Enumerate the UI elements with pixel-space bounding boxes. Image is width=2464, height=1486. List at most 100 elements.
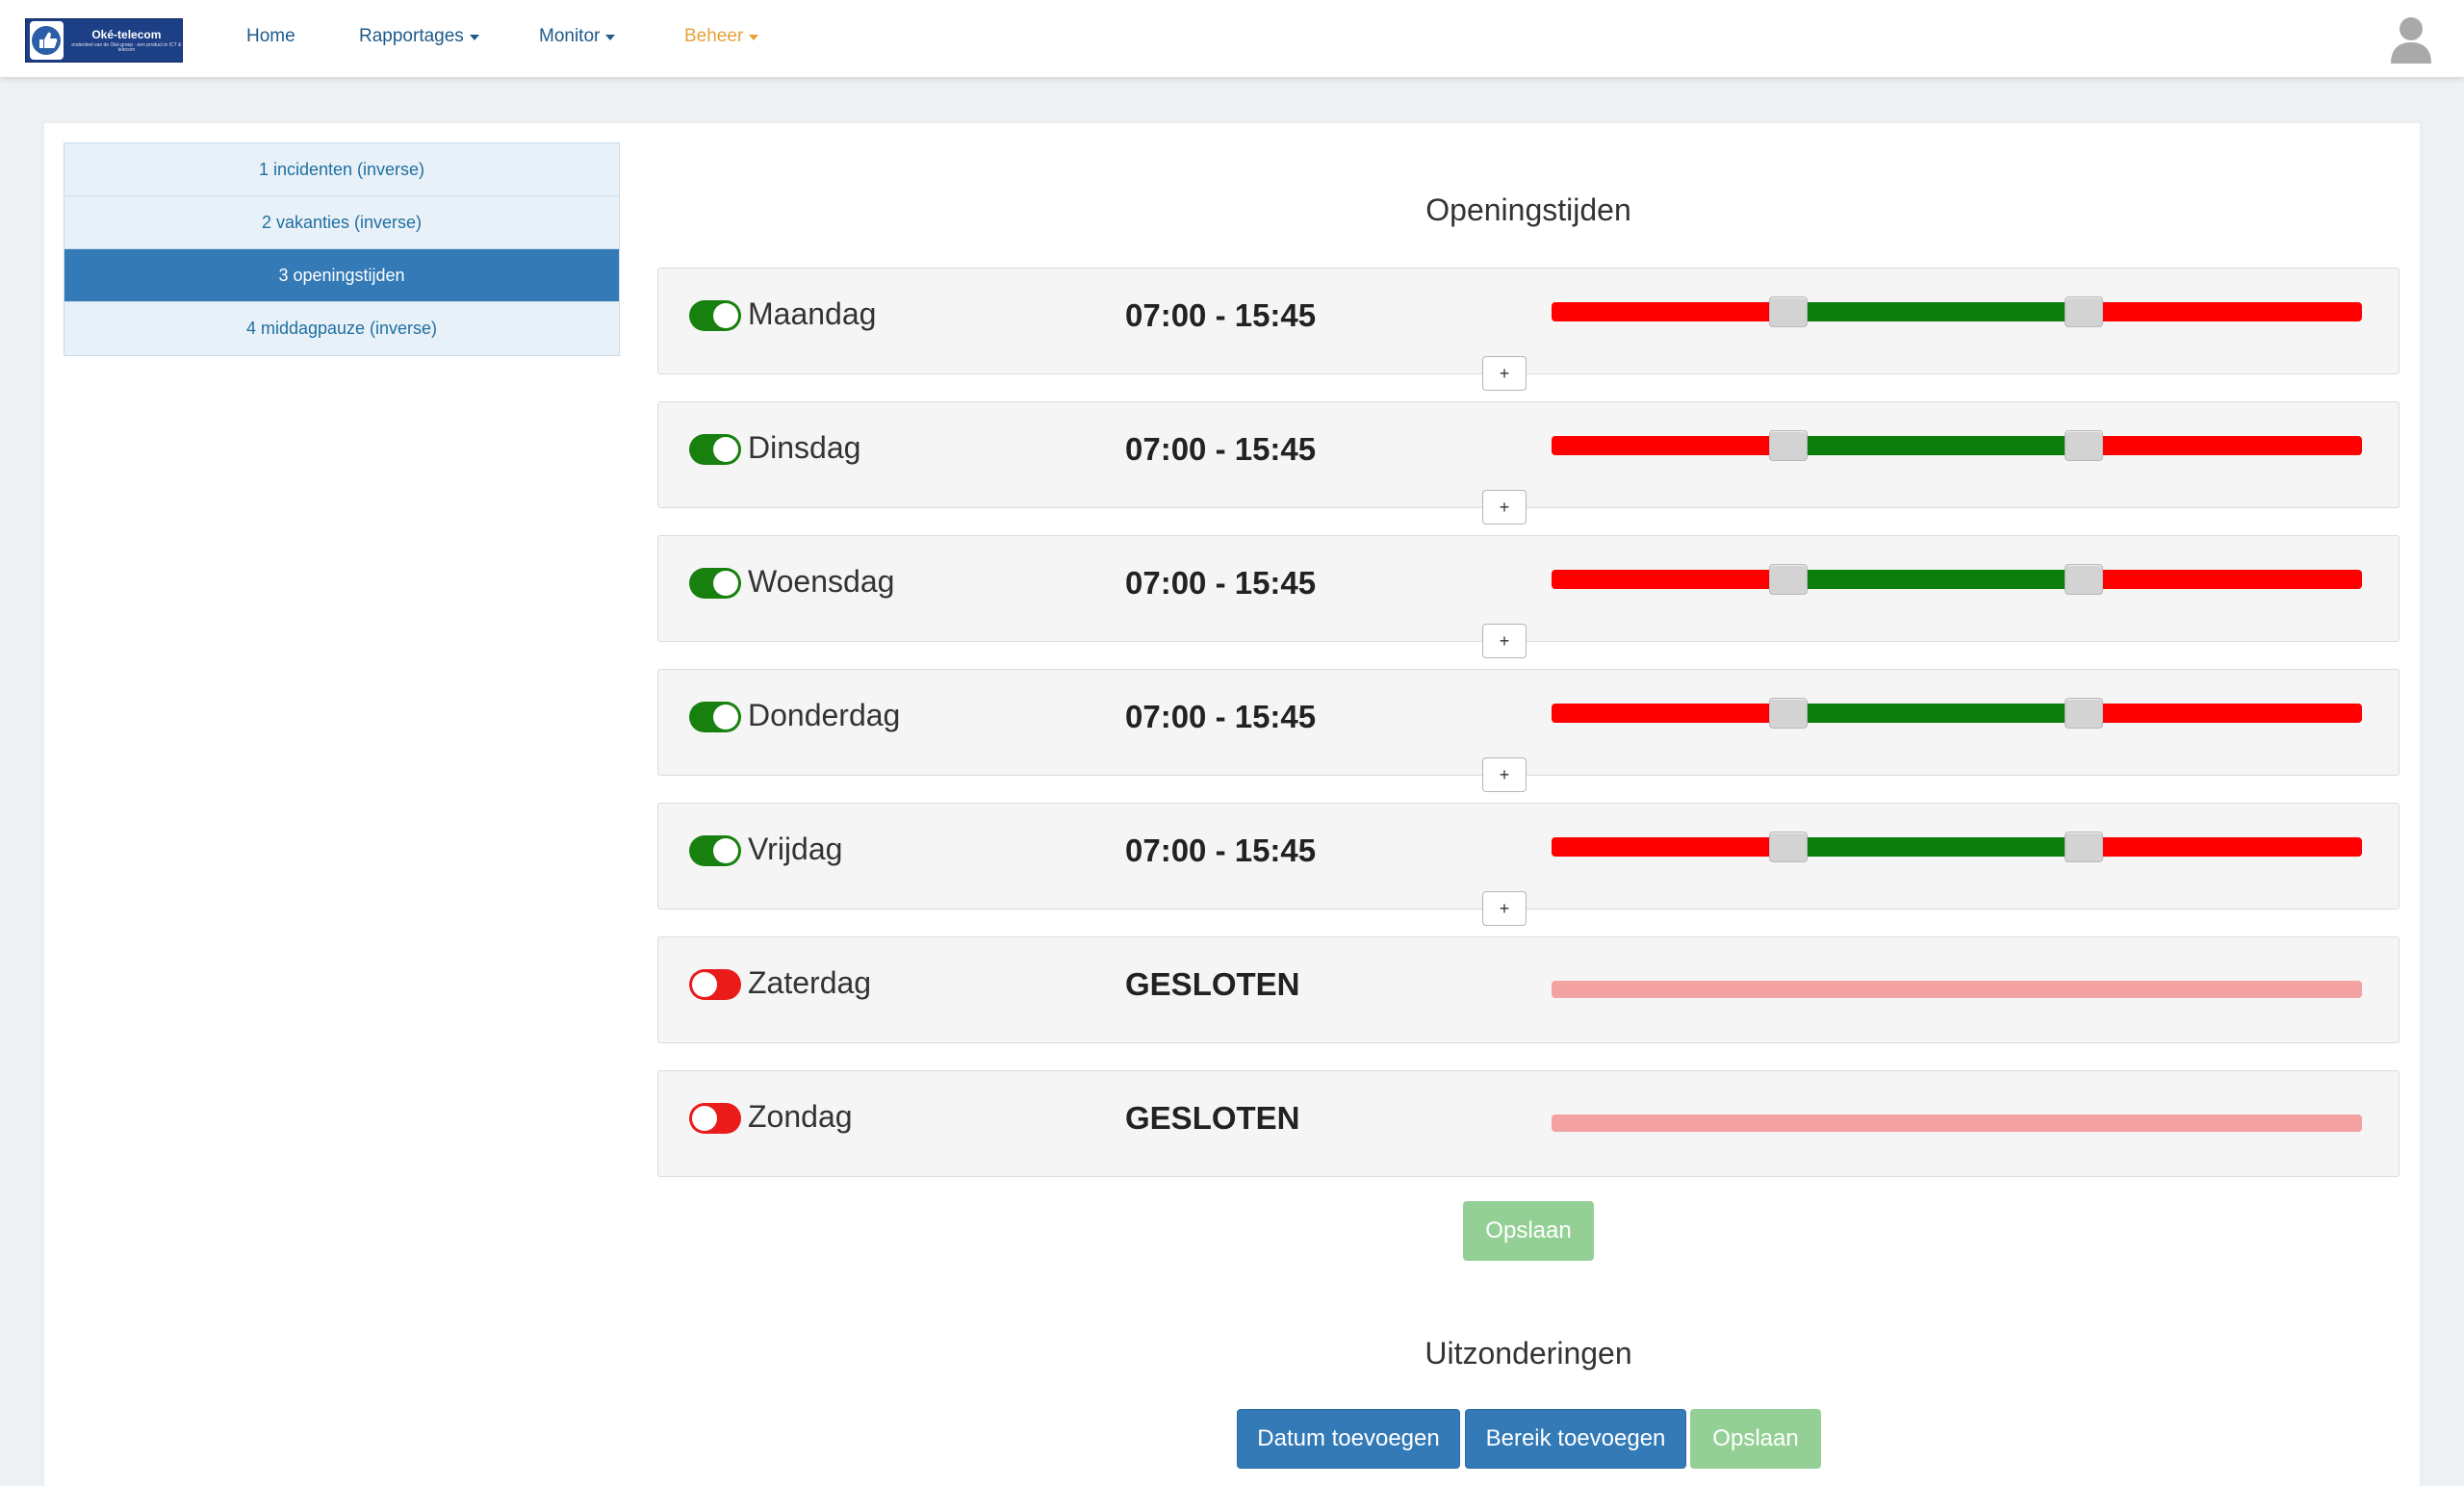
add-time-range-button[interactable]: + (1482, 490, 1527, 525)
add-time-range-button[interactable]: + (1482, 624, 1527, 658)
day-name: Zondag (748, 1099, 853, 1134)
slider-end-handle[interactable] (2064, 564, 2103, 595)
slider-end-handle[interactable] (2064, 430, 2103, 461)
day-name: Woensdag (748, 564, 895, 599)
hours-range-slider[interactable] (1552, 430, 2362, 461)
nav-monitor[interactable]: Monitor (539, 26, 616, 47)
add-range-button[interactable]: Bereik toevoegen (1465, 1409, 1686, 1469)
caret-down-icon (469, 35, 479, 40)
menu-item-incidenten[interactable]: 1 incidenten (inverse) (64, 143, 619, 196)
menu-item-vakanties[interactable]: 2 vakanties (inverse) (64, 196, 619, 249)
top-navbar: Oké-telecom onderdeel van de Oké-groep ·… (0, 0, 2464, 77)
day-row: Vrijdag 07:00 - 15:45 (657, 803, 2400, 910)
user-avatar-icon[interactable] (2389, 15, 2433, 64)
toggle-knob (713, 437, 738, 462)
day-row: Woensdag 07:00 - 15:45 (657, 535, 2400, 642)
nav-monitor-label: Monitor (539, 26, 601, 46)
toggle-knob (692, 972, 717, 997)
day-toggle[interactable] (689, 300, 741, 331)
day-hours: 07:00 - 15:45 (1125, 699, 1317, 734)
menu-item-label: 4 middagpauze (inverse) (245, 319, 438, 338)
hours-range-slider[interactable] (1552, 564, 2362, 595)
slider-closed-segment (2083, 837, 2362, 857)
side-menu: 1 incidenten (inverse) 2 vakanties (inve… (64, 142, 620, 356)
toggle-knob (692, 1106, 717, 1131)
caret-down-icon (749, 35, 759, 40)
hours-range-slider[interactable] (1552, 698, 2362, 729)
add-time-range-button[interactable]: + (1482, 356, 1527, 391)
exceptions-title: Uitzonderingen (1424, 1336, 1632, 1371)
slider-open-segment (1787, 704, 2084, 723)
add-time-range-button[interactable]: + (1482, 891, 1527, 926)
brand-subtitle: onderdeel van de Oké-groep · een product… (71, 41, 182, 53)
hours-range-slider[interactable] (1552, 1114, 2362, 1132)
slider-start-handle[interactable] (1768, 430, 1808, 461)
slider-end-handle[interactable] (2064, 296, 2103, 327)
slider-end-handle[interactable] (2064, 698, 2103, 729)
brand-logo[interactable]: Oké-telecom onderdeel van de Oké-groep ·… (25, 18, 183, 63)
slider-closed-segment (2083, 570, 2362, 589)
thumbs-up-icon (30, 21, 64, 60)
save-opening-hours-button[interactable]: Opslaan (1463, 1201, 1594, 1261)
day-toggle[interactable] (689, 969, 741, 1000)
save-exceptions-button[interactable]: Opslaan (1690, 1409, 1821, 1469)
slider-closed-segment (1552, 436, 1788, 455)
day-toggle[interactable] (689, 1103, 741, 1134)
day-hours: 07:00 - 15:45 (1125, 833, 1317, 868)
slider-closed-segment (1552, 302, 1788, 321)
nav-rapportages-label: Rapportages (359, 26, 464, 46)
day-toggle[interactable] (689, 434, 741, 465)
day-row: Zaterdag GESLOTEN (657, 936, 2400, 1043)
day-hours: GESLOTEN (1125, 966, 1300, 1002)
nav-home-label: Home (246, 26, 295, 46)
slider-start-handle[interactable] (1768, 832, 1808, 862)
toggle-knob (713, 838, 738, 863)
add-date-button[interactable]: Datum toevoegen (1237, 1409, 1460, 1469)
day-row: Maandag 07:00 - 15:45 (657, 268, 2400, 374)
slider-closed-segment (1552, 704, 1788, 723)
day-name: Vrijdag (748, 832, 843, 866)
slider-disabled-bar (1552, 981, 2362, 998)
slider-open-segment (1787, 570, 2084, 589)
day-name: Donderdag (748, 698, 901, 732)
slider-end-handle[interactable] (2064, 832, 2103, 862)
day-row: Donderdag 07:00 - 15:45 (657, 669, 2400, 776)
hours-range-slider[interactable] (1552, 832, 2362, 862)
day-row: Zondag GESLOTEN (657, 1070, 2400, 1177)
day-name: Zaterdag (748, 965, 872, 1000)
nav-beheer-label: Beheer (684, 26, 744, 46)
slider-closed-segment (1552, 837, 1788, 857)
slider-start-handle[interactable] (1768, 564, 1808, 595)
toggle-knob (713, 705, 738, 730)
day-name: Maandag (748, 296, 877, 331)
nav-rapportages[interactable]: Rapportages (359, 26, 479, 47)
slider-closed-segment (2083, 436, 2362, 455)
nav-beheer[interactable]: Beheer (684, 26, 759, 47)
menu-item-openingstijden[interactable]: 3 openingstijden (64, 249, 619, 302)
day-toggle[interactable] (689, 568, 741, 599)
slider-closed-segment (2083, 704, 2362, 723)
day-toggle[interactable] (689, 702, 741, 732)
add-time-range-button[interactable]: + (1482, 757, 1527, 792)
nav-home[interactable]: Home (246, 26, 295, 47)
slider-closed-segment (1552, 570, 1788, 589)
hours-range-slider[interactable] (1552, 296, 2362, 327)
day-hours: GESLOTEN (1125, 1100, 1300, 1136)
day-hours: 07:00 - 15:45 (1125, 565, 1317, 601)
menu-item-label: 2 vakanties (inverse) (261, 212, 423, 232)
slider-start-handle[interactable] (1768, 296, 1808, 327)
toggle-knob (713, 303, 738, 328)
slider-closed-segment (2083, 302, 2362, 321)
caret-down-icon (605, 35, 616, 40)
menu-item-label: 3 openingstijden (278, 265, 405, 285)
hours-range-slider[interactable] (1552, 981, 2362, 998)
slider-start-handle[interactable] (1768, 698, 1808, 729)
opening-hours-title: Openingstijden (1425, 192, 1631, 227)
day-hours: 07:00 - 15:45 (1125, 297, 1317, 333)
slider-disabled-bar (1552, 1114, 2362, 1132)
day-name: Dinsdag (748, 430, 861, 465)
toggle-knob (713, 571, 738, 596)
day-hours: 07:00 - 15:45 (1125, 431, 1317, 467)
day-toggle[interactable] (689, 835, 741, 866)
menu-item-middagpauze[interactable]: 4 middagpauze (inverse) (64, 302, 619, 355)
